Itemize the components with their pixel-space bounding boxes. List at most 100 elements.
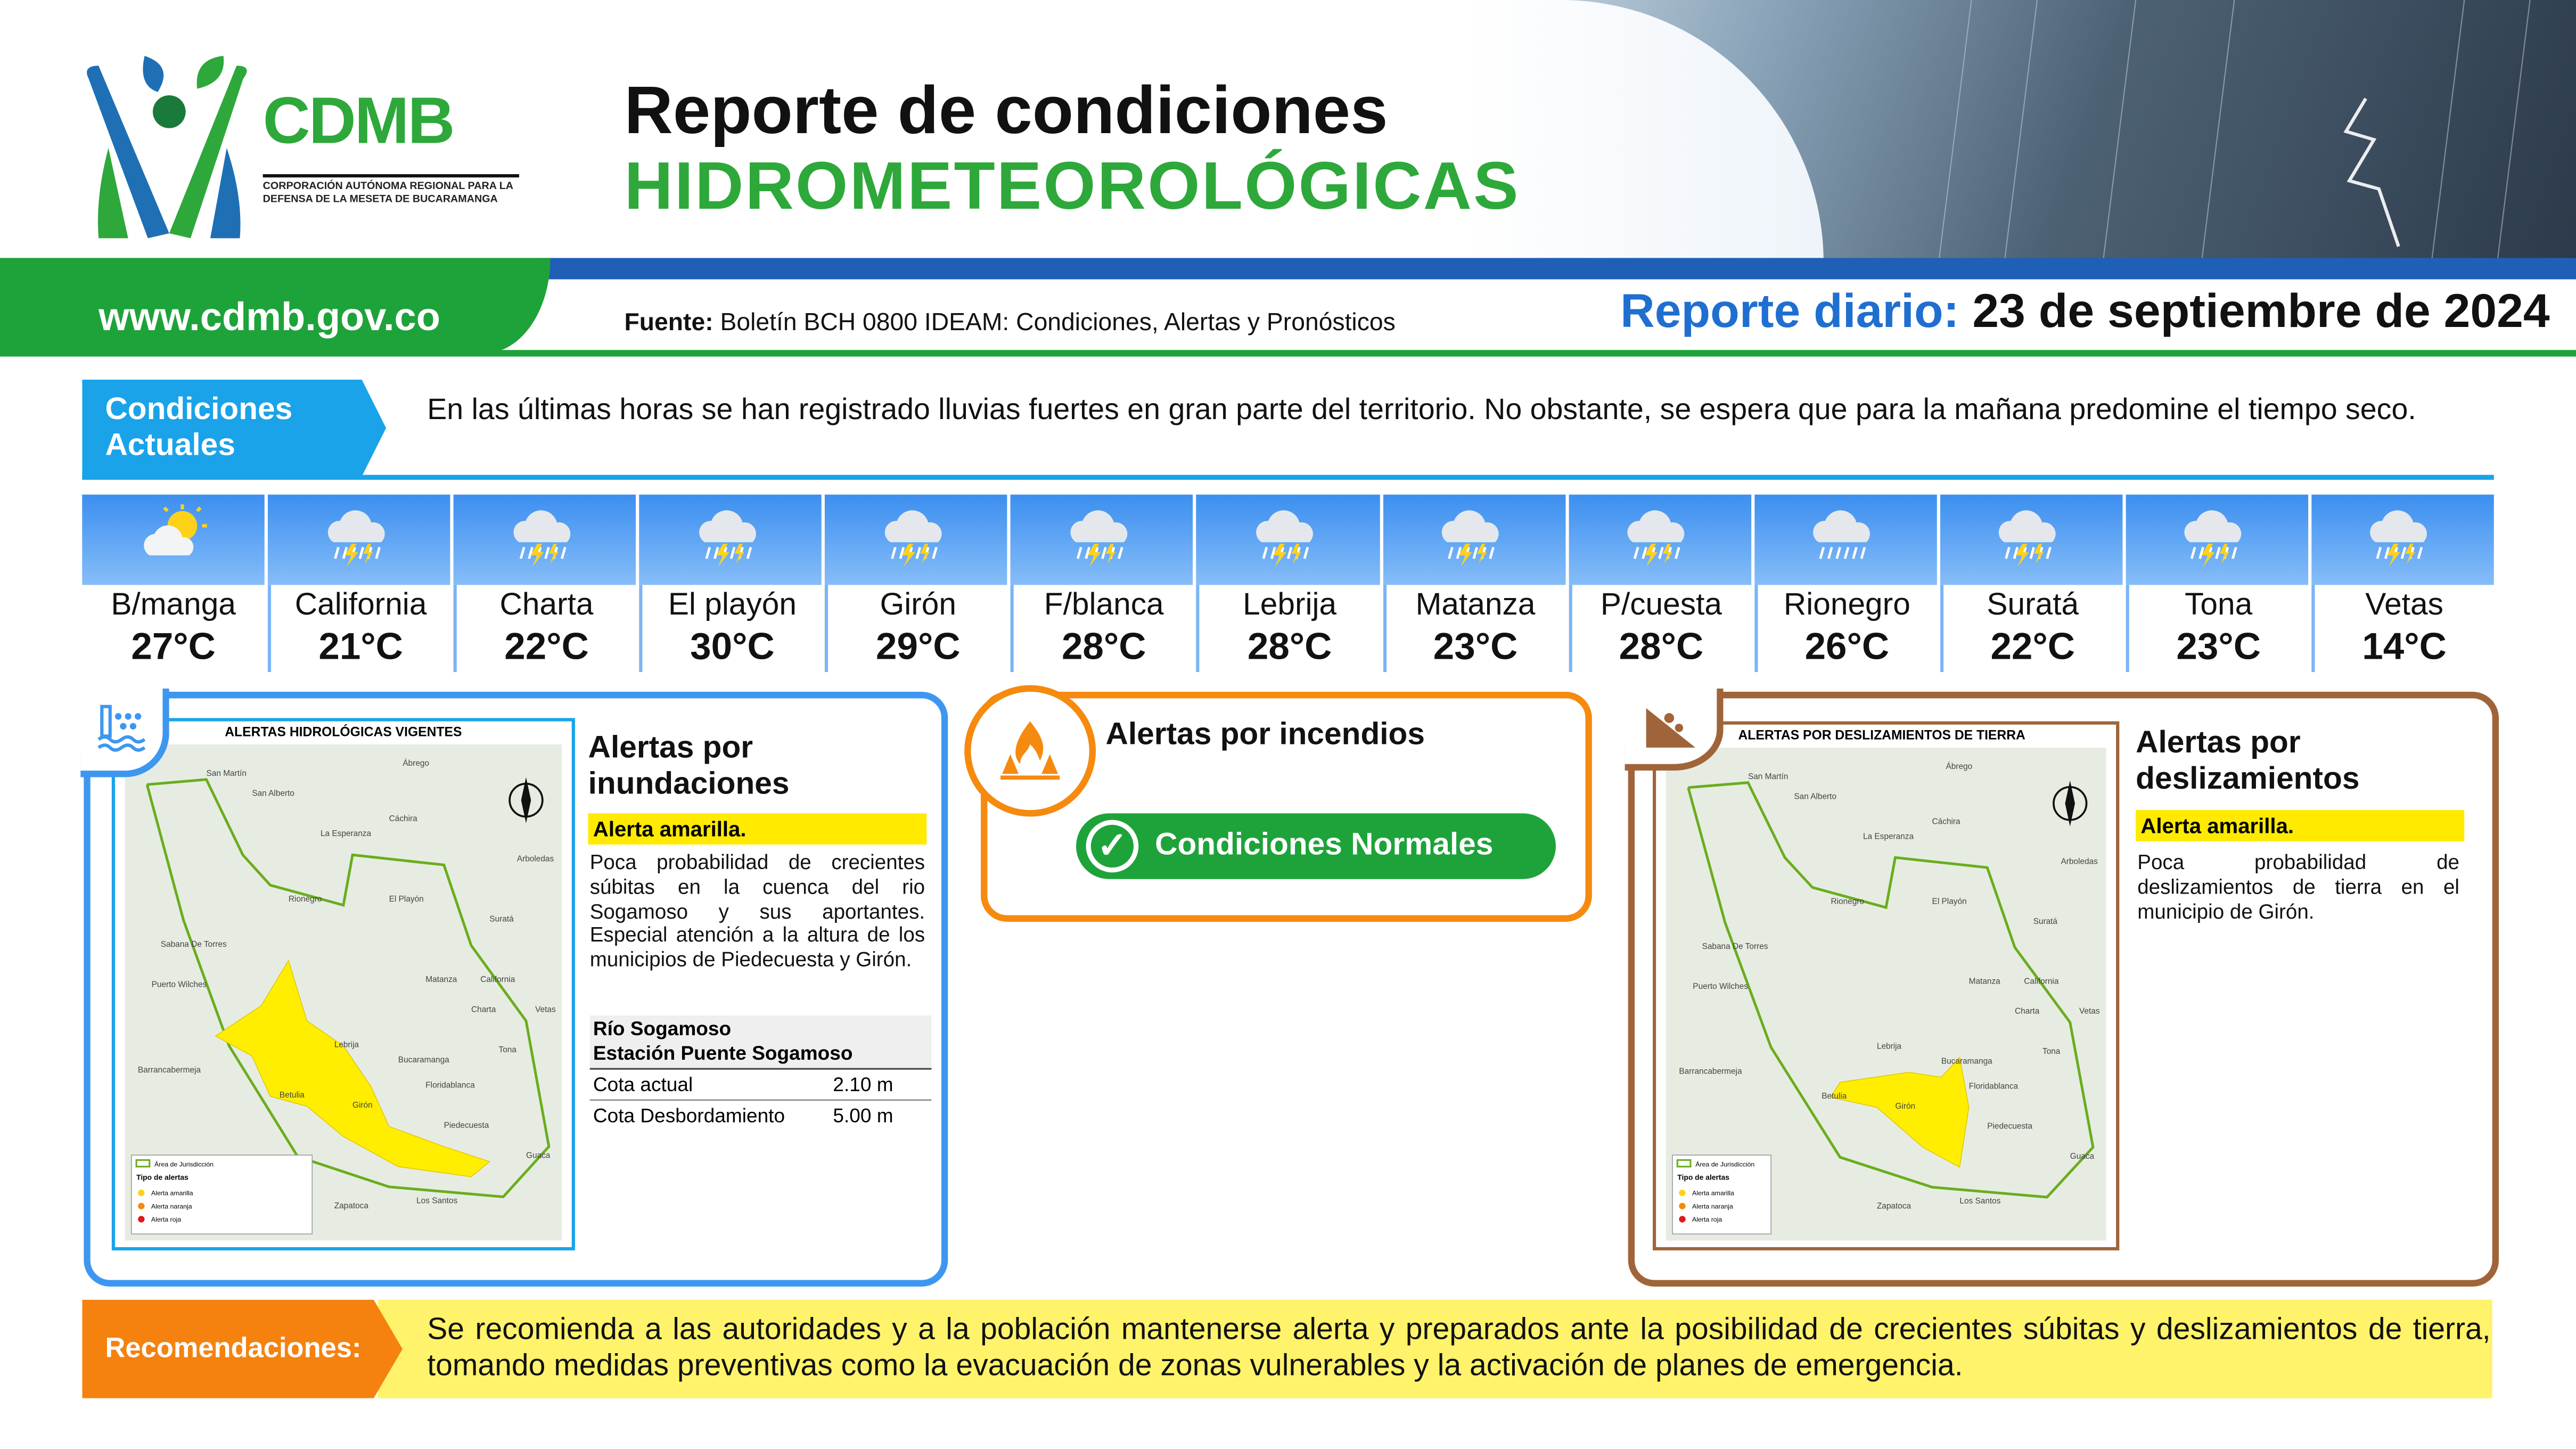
weather-item: Matanza 23°C [1382, 494, 1569, 672]
temperature: 23°C [2176, 624, 2261, 667]
map-place-label: Lebrija [1877, 1042, 1902, 1051]
flood-alert-level: Alerta amarilla. [588, 813, 927, 845]
map-place-label: Barrancabermeja [1679, 1067, 1742, 1076]
jurisdiction-boundary [145, 778, 551, 1199]
map-place-label: Arboledas [2061, 857, 2098, 866]
weather-info: California 21°C [268, 585, 450, 672]
station-name: Estación Puente Sogamoso [593, 1042, 853, 1065]
forest-fire-icon [1000, 721, 1060, 780]
source-label: Fuente: [624, 309, 713, 337]
weather-info: Suratá 22°C [1940, 585, 2122, 672]
municipality-name: P/cuesta [1600, 588, 1722, 623]
row-label: Cota Desbordamiento [593, 1104, 785, 1127]
conditions-text: En las últimas horas se han registrado l… [427, 392, 2416, 426]
weather-item: Rionegro 26°C [1754, 494, 1940, 672]
map-place-label: Suratá [489, 915, 514, 924]
partly-sunny-icon [136, 503, 211, 577]
weather-info: Tona 23°C [2126, 585, 2308, 672]
weather-info: Vetas 14°C [2311, 585, 2494, 672]
temperature: 30°C [690, 624, 775, 667]
map-place-label: Piedecuesta [1987, 1121, 2032, 1131]
logo-subtitle: CORPORACIÓN AUTÓNOMA REGIONAL PARA LA DE… [262, 181, 513, 206]
temperature: 26°C [1804, 624, 1890, 667]
municipality-name: Lebrija [1243, 588, 1337, 623]
flood-alert-card: ALERTAS HIDROLÓGICAS VIGENTES San Martín… [80, 688, 948, 1287]
storm-rain-icon [322, 503, 397, 577]
municipality-name: Girón [880, 588, 957, 623]
temperature: 28°C [1061, 624, 1146, 667]
map-place-label: Betulia [280, 1091, 305, 1100]
checkmark-icon: ✓ [1086, 820, 1139, 873]
storm-rain-icon [1064, 503, 1140, 577]
river-name: Río Sogamoso [593, 1017, 732, 1041]
map-place-label: Zapatoca [334, 1201, 369, 1210]
weather-item: Vetas 14°C [2311, 494, 2494, 672]
municipality-name: Vetas [2365, 588, 2443, 623]
river-table-row: Cota Desbordamiento 5.00 m [590, 1101, 932, 1131]
legend-type: Alerta amarilla [1692, 1190, 1734, 1197]
map-place-label: San Alberto [252, 789, 294, 798]
landslide-alert-card: ALERTAS POR DESLIZAMIENTOS DE TIERRA San… [1625, 688, 2499, 1287]
map-place-label: Matanza [1969, 977, 2001, 986]
weather-item: Suratá 22°C [1940, 494, 2126, 672]
map-place-label: San Martín [1748, 772, 1788, 781]
landslide-alert-level: Alerta amarilla. [2136, 810, 2465, 841]
weather-info: El playón 30°C [639, 585, 822, 672]
weather-info: Matanza 23°C [1382, 585, 1565, 672]
report-date: Reporte diario: 23 de septiembre de 2024 [1620, 286, 2550, 340]
map-place-label: Floridablanca [425, 1080, 475, 1090]
municipality-name: Matanza [1415, 588, 1536, 623]
weather-icon-cell [1196, 494, 1380, 585]
municipality-name: F/blanca [1044, 588, 1164, 623]
map-place-label: Puerto Wilches [152, 980, 207, 989]
map-place-label: Charta [471, 1005, 496, 1014]
map-place-label: Floridablanca [1969, 1082, 2019, 1091]
temperature: 21°C [318, 624, 403, 667]
weather-item: Tona 23°C [2126, 494, 2312, 672]
weather-icon-cell [1940, 494, 2123, 585]
weather-icon-cell [1382, 494, 1565, 585]
weather-strip: B/manga 27°C California 21°C Charta 22°C El pl… [82, 494, 2494, 672]
cdmb-logo: CDMB CORPORACIÓN AUTÓNOMA REGIONAL PARA … [79, 50, 520, 255]
fire-status-badge: ✓ Condiciones Normales [1076, 813, 1556, 879]
recommendations-background [378, 1299, 2492, 1398]
legend-types-title: Tipo de alertas [1677, 1173, 1729, 1181]
map-place-label: Tona [2042, 1047, 2061, 1056]
map-place-label: Matanza [425, 975, 457, 984]
flood-map: ALERTAS HIDROLÓGICAS VIGENTES San Martín… [111, 718, 575, 1251]
rain-icon [1808, 503, 1883, 577]
map-place-label: Lebrija [334, 1041, 359, 1050]
storm-rain-icon [879, 503, 954, 577]
weather-icon-cell [1568, 494, 1751, 585]
landslide-badge [1625, 688, 1724, 771]
header-divider [0, 350, 2576, 357]
yellow-alert-area [215, 959, 491, 1177]
municipality-name: California [294, 588, 427, 623]
map-place-label: California [480, 975, 515, 984]
weather-item: Lebrija 28°C [1196, 494, 1383, 672]
legend-type: Alerta roja [1692, 1216, 1722, 1223]
logo-text: CDMB [262, 85, 455, 158]
weather-icon-cell [1754, 494, 1937, 585]
map-place-label: Girón [1895, 1102, 1915, 1111]
website-link[interactable]: www.cdmb.gov.co [99, 296, 441, 340]
map-place-label: Cáchira [389, 814, 418, 823]
header-band-blue [542, 258, 2576, 280]
map-legend: Área de Jurisdicción Tipo de alertas Alert… [1672, 1155, 1771, 1234]
map-place-label: Zapatoca [1877, 1202, 1912, 1211]
map-place-label: La Esperanza [1863, 832, 1914, 841]
logo-figure-icon [87, 55, 247, 239]
row-value: 5.00 m [833, 1104, 893, 1127]
weather-icon-cell [1011, 494, 1194, 585]
legend-types-title: Tipo de alertas [136, 1173, 188, 1181]
weather-info: Lebrija 28°C [1196, 585, 1380, 672]
weather-info: Girón 29°C [825, 585, 1008, 672]
temperature: 28°C [1619, 624, 1704, 667]
legend-type: Alerta naranja [1692, 1202, 1733, 1210]
municipality-name: Tona [2185, 588, 2253, 623]
map-place-label: Vetas [535, 1005, 556, 1014]
map-place-label: Sabana De Torres [1702, 942, 1768, 951]
legend-jurisdiction: Área de Jurisdicción [154, 1160, 214, 1168]
storm-rain-icon [1436, 503, 1512, 577]
map-place-label: Bucaramanga [1941, 1057, 1992, 1066]
